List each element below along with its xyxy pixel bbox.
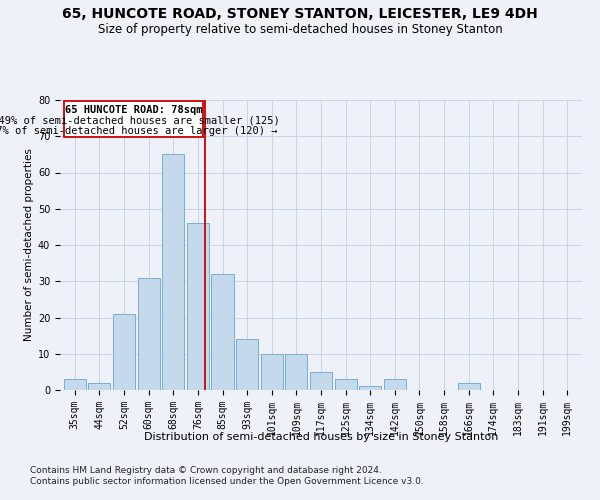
Text: Size of property relative to semi-detached houses in Stoney Stanton: Size of property relative to semi-detach… (98, 22, 502, 36)
Y-axis label: Number of semi-detached properties: Number of semi-detached properties (24, 148, 34, 342)
Text: 65 HUNCOTE ROAD: 78sqm: 65 HUNCOTE ROAD: 78sqm (65, 105, 202, 115)
Bar (310, 372, 332, 390)
FancyBboxPatch shape (64, 100, 203, 137)
Bar (285, 354, 307, 390)
Bar (187, 223, 209, 390)
Bar (64, 379, 86, 390)
Bar (137, 278, 160, 390)
Text: Contains HM Land Registry data © Crown copyright and database right 2024.: Contains HM Land Registry data © Crown c… (30, 466, 382, 475)
Bar (236, 339, 258, 390)
Bar (162, 154, 184, 390)
Bar (359, 386, 382, 390)
Text: 47% of semi-detached houses are larger (120) →: 47% of semi-detached houses are larger (… (0, 126, 277, 136)
Text: ← 49% of semi-detached houses are smaller (125): ← 49% of semi-detached houses are smalle… (0, 115, 280, 125)
Bar (260, 354, 283, 390)
Bar (211, 274, 233, 390)
Bar (335, 379, 357, 390)
Bar (384, 379, 406, 390)
Bar (458, 383, 480, 390)
Bar (88, 383, 110, 390)
Text: 65, HUNCOTE ROAD, STONEY STANTON, LEICESTER, LE9 4DH: 65, HUNCOTE ROAD, STONEY STANTON, LEICES… (62, 8, 538, 22)
Text: Contains public sector information licensed under the Open Government Licence v3: Contains public sector information licen… (30, 478, 424, 486)
Text: Distribution of semi-detached houses by size in Stoney Stanton: Distribution of semi-detached houses by … (144, 432, 498, 442)
Bar (113, 314, 135, 390)
